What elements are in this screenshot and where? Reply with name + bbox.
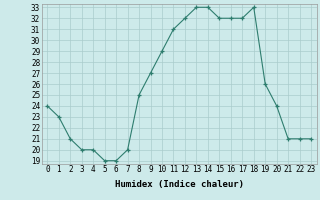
X-axis label: Humidex (Indice chaleur): Humidex (Indice chaleur) [115,180,244,189]
